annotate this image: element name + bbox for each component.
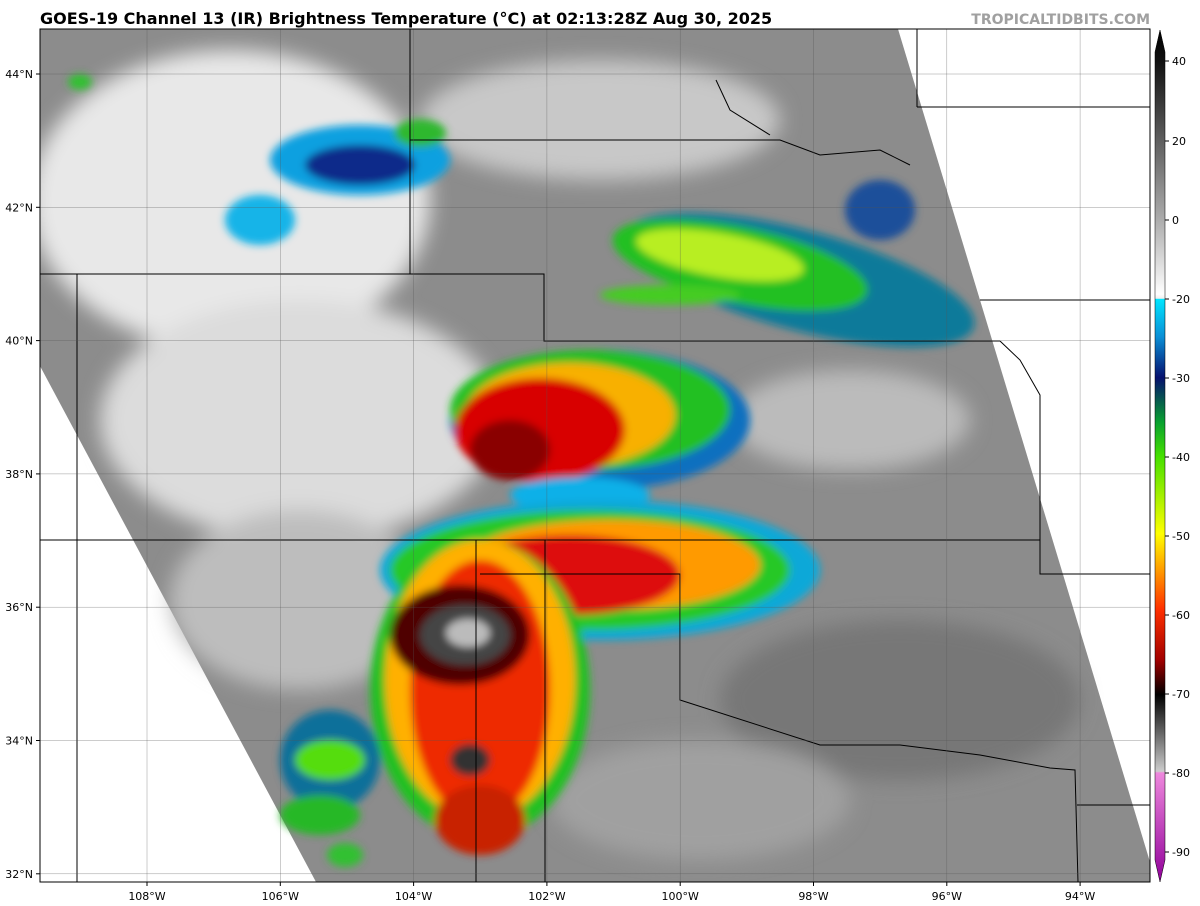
borders [40,29,1150,882]
colorbar-label: -50 [1172,530,1190,543]
colorbar-label: -70 [1172,688,1190,701]
colorbar-label: 40 [1172,55,1186,68]
lat-label: 36°N [5,601,33,614]
satellite-image [40,29,1150,882]
lon-label: 94°W [1065,890,1095,903]
lat-label: 44°N [5,68,33,81]
title: GOES-19 Channel 13 (IR) Brightness Tempe… [40,9,772,28]
high-cloud [40,50,1080,860]
lon-label: 108°W [128,890,165,903]
map-frame [39,28,1151,883]
colorbar-label: -30 [1172,372,1190,385]
lon-label: 104°W [395,890,432,903]
lon-label: 102°W [528,890,565,903]
lat-label: 34°N [5,735,33,748]
colorbar [1154,29,1166,883]
lon-label: 98°W [798,890,828,903]
labels: 108°W 106°W 104°W 102°W 100°W 98°W 96°W 94°W 44°… [5,55,1190,903]
lat-label: 40°N [5,335,33,348]
colorbar-label: -20 [1172,293,1190,306]
storms [68,74,975,867]
grid [40,29,1150,882]
credit: TROPICALTIDBITS.COM [971,12,1150,28]
lon-label: 100°W [662,890,699,903]
colorbar-label: -90 [1172,846,1190,859]
lat-label: 38°N [5,468,33,481]
colorbar-label: 0 [1172,214,1179,227]
colorbar-label: -80 [1172,767,1190,780]
lat-label: 42°N [5,201,33,214]
lon-label: 106°W [262,890,299,903]
lat-label: 32°N [5,868,33,881]
colorbar-label: 20 [1172,135,1186,148]
colorbar-label: -40 [1172,451,1190,464]
lon-label: 96°W [932,890,962,903]
colorbar-label: -60 [1172,609,1190,622]
